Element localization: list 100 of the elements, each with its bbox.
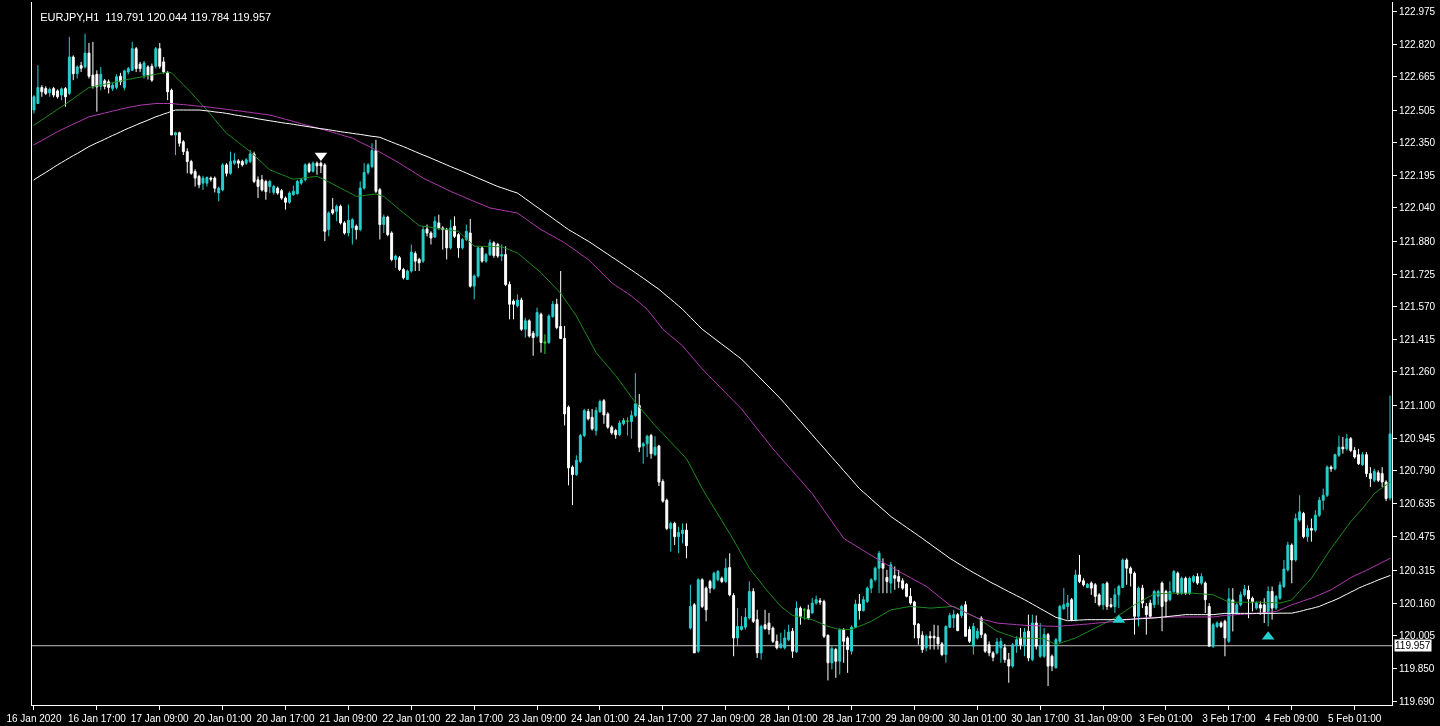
x-tick-label: 28 Jan 01:00 — [759, 713, 818, 724]
y-tick-label: 122.505 — [1399, 104, 1436, 116]
x-tick-label: 16 Jan 17:00 — [67, 713, 127, 724]
x-tick-label: 21 Jan 09:00 — [319, 713, 378, 724]
x-tick-label: 29 Jan 09:00 — [885, 713, 944, 724]
candlestick — [688, 584, 692, 631]
candlestick — [225, 162, 229, 177]
candlestick — [134, 46, 138, 73]
x-tick-label: 24 Jan 17:00 — [633, 713, 693, 724]
candlestick — [468, 218, 472, 289]
x-tick-label: 30 Jan 17:00 — [1011, 713, 1070, 724]
candlestick — [146, 64, 150, 81]
candlestick — [1180, 576, 1184, 596]
candlestick — [696, 577, 700, 654]
candlestick — [1254, 600, 1258, 611]
candlestick — [881, 557, 885, 594]
candlestick — [669, 521, 673, 553]
candlestick — [1176, 571, 1180, 596]
y-tick-label: 121.725 — [1399, 268, 1436, 280]
candlestick — [1137, 585, 1140, 627]
candlestick — [1034, 614, 1038, 651]
y-tick-label: 120.005 — [1399, 630, 1436, 642]
x-tick-label: 24 Jan 01:00 — [571, 713, 630, 724]
candlestick — [1101, 582, 1105, 611]
candlestick — [684, 522, 688, 559]
candlestick — [1152, 589, 1156, 609]
candlestick — [1247, 585, 1250, 619]
candlestick — [315, 161, 319, 176]
candlestick — [1309, 518, 1313, 543]
candlestick — [1046, 632, 1050, 687]
candlestick — [519, 297, 523, 332]
candlestick — [590, 408, 594, 432]
x-tick-label: 28 Jan 17:00 — [822, 713, 881, 724]
candlestick — [999, 637, 1003, 664]
ref-line-label: 119.957 — [1395, 640, 1431, 651]
candlestick — [1345, 433, 1349, 451]
candlestick — [449, 219, 453, 251]
candlestick — [1306, 524, 1309, 543]
candlestick — [433, 215, 437, 239]
candlestick — [692, 602, 696, 654]
x-tick-label: 4 Feb 09:00 — [1265, 713, 1319, 724]
candlestick — [712, 571, 716, 591]
y-tick-label: 119.850 — [1399, 662, 1435, 674]
candlestick — [174, 131, 177, 156]
candlestick — [677, 526, 681, 554]
candlestick — [1078, 554, 1081, 584]
candlestick — [779, 632, 783, 649]
candlestick — [287, 190, 291, 205]
candlestick — [1329, 464, 1333, 473]
y-tick-label: 120.315 — [1399, 564, 1436, 576]
candlestick — [52, 86, 56, 98]
candlestick — [763, 609, 767, 631]
candlestick — [736, 607, 740, 647]
y-tick-label: 120.160 — [1399, 597, 1436, 609]
candlestick — [1140, 584, 1144, 609]
candlestick — [150, 63, 154, 83]
candlestick — [515, 293, 519, 309]
candlestick — [1023, 627, 1026, 657]
candlestick — [295, 179, 299, 196]
candlestick — [60, 87, 63, 101]
candlestick — [783, 629, 787, 651]
candlestick — [1019, 627, 1023, 651]
candlestick — [1026, 614, 1030, 662]
y-tick-label: 122.350 — [1399, 137, 1436, 149]
candlestick — [213, 175, 217, 193]
candlestick — [649, 433, 653, 460]
candlestick — [272, 184, 276, 196]
candlestick — [1184, 576, 1188, 596]
y-tick-label: 119.690 — [1399, 696, 1435, 708]
candlestick — [1042, 627, 1046, 659]
candlestick — [1302, 511, 1306, 539]
candlestick — [543, 333, 547, 355]
candlestick — [445, 227, 449, 260]
candlestick — [1030, 614, 1034, 662]
candlestick — [724, 557, 728, 584]
candlestick — [56, 88, 60, 99]
candlestick — [1341, 436, 1345, 455]
candlestick — [1203, 580, 1207, 614]
candlestick — [331, 197, 335, 216]
candlestick — [311, 161, 315, 173]
x-tick-label: 27 Jan 09:00 — [696, 713, 756, 724]
candlestick — [956, 612, 960, 632]
candlestick — [673, 521, 677, 546]
candlestick — [932, 624, 936, 651]
candlestick — [83, 33, 87, 70]
candlestick — [1199, 572, 1203, 586]
candlestick — [413, 250, 417, 272]
candlestick — [335, 204, 339, 222]
candlestick — [1074, 569, 1078, 622]
x-tick-label: 22 Jan 17:00 — [445, 713, 504, 724]
y-tick-label: 121.880 — [1399, 236, 1436, 248]
x-tick-label: 30 Jan 01:00 — [948, 713, 1007, 724]
x-tick-label: 23 Jan 09:00 — [508, 713, 567, 724]
y-tick-label: 121.415 — [1399, 333, 1436, 345]
candlestick — [130, 41, 134, 72]
candlestick — [838, 627, 842, 676]
x-tick-label: 20 Jan 01:00 — [193, 713, 252, 724]
candlestick — [602, 398, 606, 425]
candlestick — [480, 245, 484, 264]
candlestick — [523, 317, 527, 339]
